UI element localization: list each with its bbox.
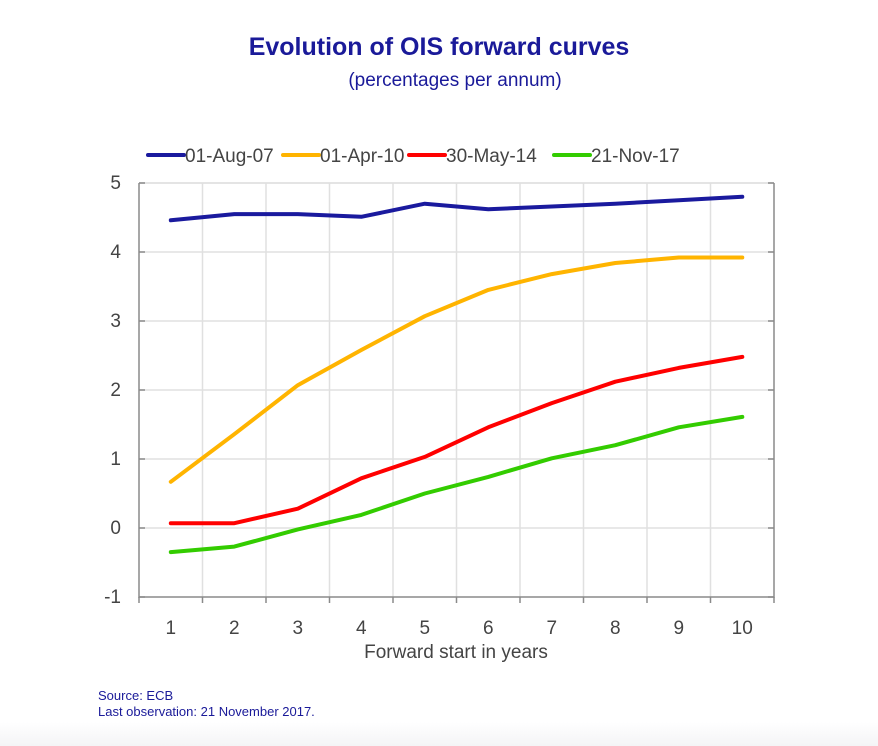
x-tick-label: 7 — [546, 618, 557, 639]
y-tick-label: 1 — [110, 449, 121, 470]
x-tick-label: 4 — [356, 618, 367, 639]
bottom-fade — [0, 722, 878, 746]
series-group — [168, 194, 745, 555]
grid — [139, 182, 774, 597]
x-tick-label: 3 — [292, 618, 303, 639]
x-tick-label: 10 — [732, 618, 753, 639]
x-axis-title: Forward start in years — [364, 642, 548, 663]
y-tick-label: -1 — [104, 587, 121, 608]
x-tick-label: 1 — [165, 618, 176, 639]
source-note: Source: ECB — [98, 688, 174, 703]
x-tick-label: 9 — [673, 618, 684, 639]
footer: Source: ECB Last observation: 21 Novembe… — [98, 688, 315, 720]
legend-label: 30-May-14 — [446, 146, 537, 167]
series-line-21-nov-17 — [168, 414, 745, 555]
chart-subtitle: (percentages per annum) — [348, 70, 562, 91]
x-tick-label: 5 — [419, 618, 430, 639]
series-line-01-aug-07 — [168, 194, 745, 223]
legend-label: 01-Aug-07 — [185, 146, 274, 167]
y-tick-label: 0 — [110, 518, 121, 539]
axes: -1 0 1 2 3 4 5 1 2 3 4 5 6 7 8 9 10 — [104, 173, 775, 639]
legend-label: 21-Nov-17 — [591, 146, 680, 167]
y-tick-label: 5 — [110, 173, 121, 194]
x-tick-label: 2 — [229, 618, 240, 639]
last-observation-note: Last observation: 21 November 2017. — [98, 704, 315, 719]
y-tick-label: 4 — [110, 242, 121, 263]
legend: 01-Aug-07 01-Apr-10 30-May-14 21-Nov-17 — [146, 146, 680, 167]
chart-title: Evolution of OIS forward curves — [248, 33, 630, 61]
series-line-30-may-14 — [168, 354, 745, 526]
x-tick-label: 8 — [610, 618, 621, 639]
y-tick-label: 2 — [110, 380, 121, 401]
series-line-01-apr-10 — [168, 255, 745, 484]
x-tick-label: 6 — [483, 618, 494, 639]
y-tick-label: 3 — [110, 311, 121, 332]
legend-label: 01-Apr-10 — [320, 146, 405, 167]
